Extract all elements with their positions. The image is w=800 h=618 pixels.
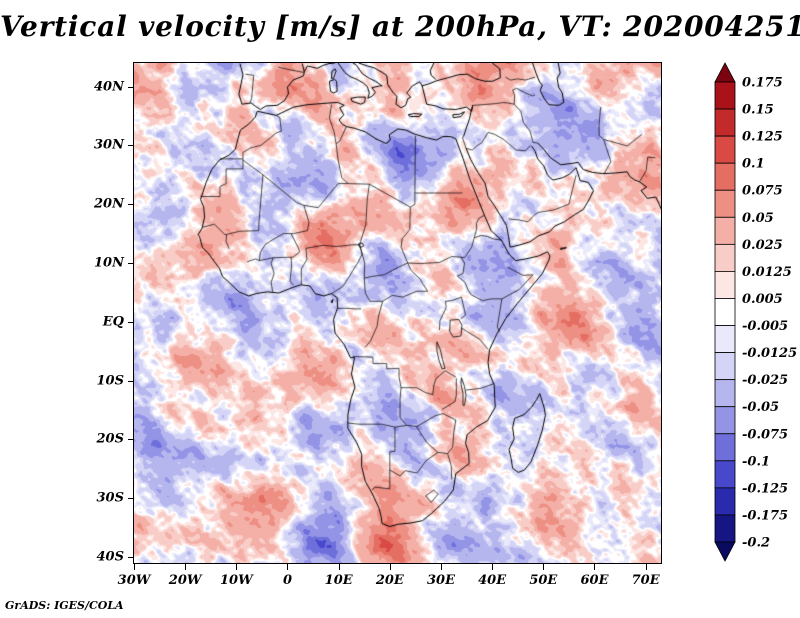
lon-tick-label: 40E bbox=[478, 573, 507, 588]
lon-tick-label: 50E bbox=[529, 573, 558, 588]
colorbar-segment bbox=[714, 379, 736, 408]
colorbar-level-label: -0.2 bbox=[742, 536, 770, 551]
lon-tick-label: 20E bbox=[375, 573, 404, 588]
grads-attribution: GrADS: IGES/COLA bbox=[5, 599, 124, 612]
lon-tick-label: 30W bbox=[117, 573, 151, 588]
lat-tick-mark bbox=[128, 498, 134, 500]
colorbar-segment bbox=[714, 460, 736, 489]
lat-tick-mark bbox=[128, 439, 134, 441]
colorbar-level-label: 0.125 bbox=[742, 130, 783, 145]
lon-tick-mark bbox=[236, 564, 238, 570]
lon-tick-mark bbox=[543, 564, 545, 570]
colorbar-arrow-bottom bbox=[714, 541, 736, 562]
lon-tick-label: 10W bbox=[219, 573, 253, 588]
colorbar-arrow-top bbox=[714, 62, 736, 83]
colorbar-level-label: -0.05 bbox=[742, 400, 779, 415]
colorbar-segment bbox=[714, 216, 736, 245]
colorbar-level-label: -0.025 bbox=[742, 373, 788, 388]
lat-tick-label: 20N bbox=[94, 196, 124, 212]
lat-tick-mark bbox=[128, 145, 134, 147]
colorbar-segment bbox=[714, 487, 736, 516]
lat-tick-mark bbox=[128, 557, 134, 559]
lat-tick-label: EQ bbox=[102, 314, 124, 330]
colorbar-level-label: 0.0125 bbox=[742, 265, 792, 280]
colorbar-segment bbox=[714, 189, 736, 218]
lat-tick-mark bbox=[128, 321, 134, 323]
lon-tick-mark bbox=[594, 564, 596, 570]
lat-tick-label: 10N bbox=[94, 255, 124, 271]
lat-tick-label: 10S bbox=[96, 373, 124, 389]
latitude-axis: 40N 30N 20N 10N EQ 10S 20S 30S 40S bbox=[70, 63, 134, 565]
lat-tick-label: 40S bbox=[96, 549, 124, 565]
lon-tick-label: 30E bbox=[426, 573, 455, 588]
lon-tick-mark bbox=[134, 564, 135, 570]
lon-tick-mark bbox=[338, 564, 340, 570]
colorbar-segment bbox=[714, 108, 736, 137]
lat-tick-mark bbox=[128, 204, 134, 206]
colorbar-level-label: 0.025 bbox=[742, 238, 783, 253]
colorbar-segment bbox=[714, 352, 736, 381]
colorbar-level-label: 0.05 bbox=[742, 211, 774, 226]
colorbar-segment bbox=[714, 514, 736, 543]
lon-tick-mark bbox=[440, 564, 442, 570]
lat-tick-label: 30S bbox=[96, 490, 124, 506]
colorbar-segment bbox=[714, 406, 736, 435]
colorbar-segment bbox=[714, 162, 736, 191]
lon-tick-label: 10E bbox=[324, 573, 353, 588]
lon-tick-label: 0 bbox=[282, 573, 293, 588]
lon-tick-mark bbox=[389, 564, 391, 570]
lat-tick-label: 30N bbox=[94, 137, 124, 153]
lat-tick-mark bbox=[128, 380, 134, 382]
colorbar-segment bbox=[714, 433, 736, 462]
colorbar-level-label: 0.175 bbox=[742, 76, 783, 91]
colorbar-segment bbox=[714, 271, 736, 299]
lat-tick-label: 20S bbox=[96, 431, 124, 447]
lon-tick-mark bbox=[492, 564, 494, 570]
lon-tick-label: 60E bbox=[580, 573, 609, 588]
colorbar-level-label: 0.005 bbox=[742, 292, 783, 307]
map-plot-frame: 40N 30N 20N 10N EQ 10S 20S 30S 40S 30W 20W 10W 0 10E… bbox=[94, 62, 662, 588]
plot-title: Vertical velocity [m/s] at 200hPa, VT: 2… bbox=[0, 10, 800, 43]
lon-tick-label: 70E bbox=[631, 573, 660, 588]
lon-tick-mark bbox=[185, 564, 187, 570]
lat-tick-label: 40N bbox=[94, 79, 124, 95]
lon-tick-mark bbox=[287, 564, 289, 570]
colorbar-level-label: -0.1 bbox=[742, 454, 770, 469]
colorbar-segment bbox=[714, 243, 736, 272]
colorbar-level-label: 0.1 bbox=[742, 157, 765, 172]
colorbar-segment bbox=[714, 325, 736, 353]
colorbar-segment bbox=[714, 298, 736, 326]
lat-tick-mark bbox=[128, 86, 134, 88]
colorbar: 0.175 0.15 0.125 0.1 0.075 0.05 0.025 0.0125 0.0… bbox=[714, 62, 797, 562]
colorbar-level-label: -0.075 bbox=[742, 427, 788, 442]
colorbar-segment bbox=[714, 81, 736, 110]
lon-tick-label: 20W bbox=[168, 573, 202, 588]
colorbar-segment bbox=[714, 135, 736, 164]
colorbar-level-label: 0.075 bbox=[742, 184, 783, 199]
lon-tick-mark bbox=[645, 564, 647, 570]
colorbar-level-label: -0.175 bbox=[742, 508, 788, 523]
colorbar-level-label: 0.15 bbox=[742, 103, 774, 118]
vertical-velocity-field-canvas bbox=[134, 63, 661, 563]
longitude-axis: 30W 20W 10W 0 10E 20E 30E 40E 50E 60E 70E bbox=[118, 563, 661, 603]
colorbar-level-label: -0.0125 bbox=[742, 346, 797, 361]
colorbar-level-label: -0.005 bbox=[742, 319, 788, 334]
colorbar-level-label: -0.125 bbox=[742, 481, 788, 496]
lat-tick-mark bbox=[128, 263, 134, 264]
